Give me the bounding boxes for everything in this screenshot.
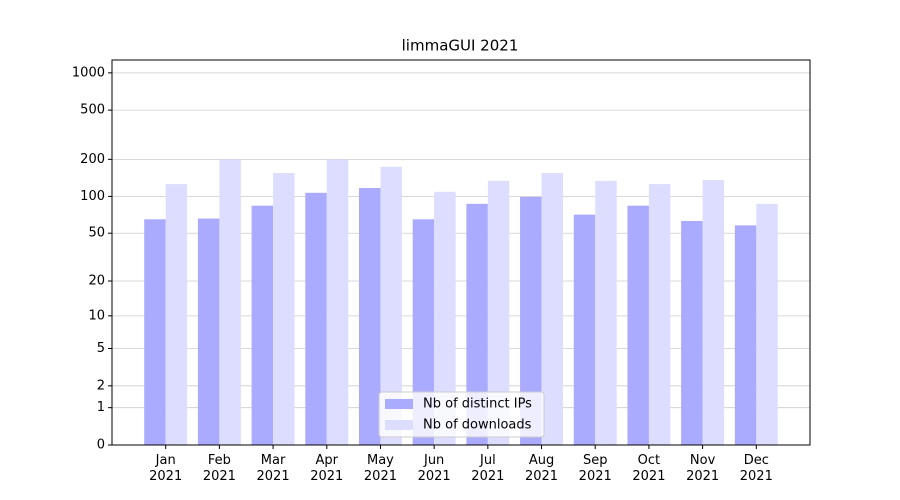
bar [412,219,435,445]
y-tick-label: 1 [97,400,105,415]
x-tick-label: Aug 2021 [524,453,559,484]
x-tick-label: Apr 2021 [310,453,344,484]
bar [595,180,617,445]
bar [326,159,349,446]
bar [648,184,671,446]
x-tick-label: Jan 2021 [149,453,183,484]
bar [144,219,166,445]
y-tick-label: 200 [80,152,105,167]
bar [734,225,757,445]
bar [219,159,241,446]
bar [702,179,725,445]
x-tick-label: Dec 2021 [739,453,773,484]
bar [165,184,188,446]
legend-swatch [385,399,413,409]
bar [358,188,381,445]
bar [573,214,596,445]
x-tick-label: Sep 2021 [578,453,612,484]
legend-swatch [385,420,413,430]
bar [541,172,564,445]
x-tick-label: Oct 2021 [632,453,666,484]
bar [756,203,778,445]
bar [305,192,327,445]
chart-title: limmaGUI 2021 [402,37,519,55]
bar [520,196,542,445]
bar [487,180,510,445]
x-tick-label: Feb 2021 [202,453,236,484]
y-tick-label: 5 [97,341,105,356]
y-tick-label: 10 [88,308,105,323]
bar [197,218,220,445]
bar [380,166,402,445]
bar [627,205,649,445]
y-tick-label: 1000 [72,65,105,80]
legend-label: Nb of downloads [423,418,532,433]
bar [434,191,456,445]
bar [251,205,274,445]
y-tick-label: 500 [80,103,105,118]
y-tick-label: 20 [88,274,105,289]
y-tick-label: 100 [80,189,105,204]
bar [681,220,703,445]
plot-frame [111,59,811,446]
x-tick-label: May 2021 [363,453,397,484]
bar [466,203,488,445]
x-tick-label: Mar 2021 [256,453,290,484]
y-tick-label: 2 [97,378,105,393]
x-tick-label: Jul 2021 [471,453,505,484]
x-tick-label: Jun 2021 [417,453,451,484]
y-tick-label: 50 [88,226,105,241]
legend-label: Nb of distinct IPs [423,397,532,412]
legend-box [378,391,545,438]
x-tick-label: Nov 2021 [686,453,720,484]
bar [273,172,295,445]
y-tick-label: 0 [97,438,105,453]
